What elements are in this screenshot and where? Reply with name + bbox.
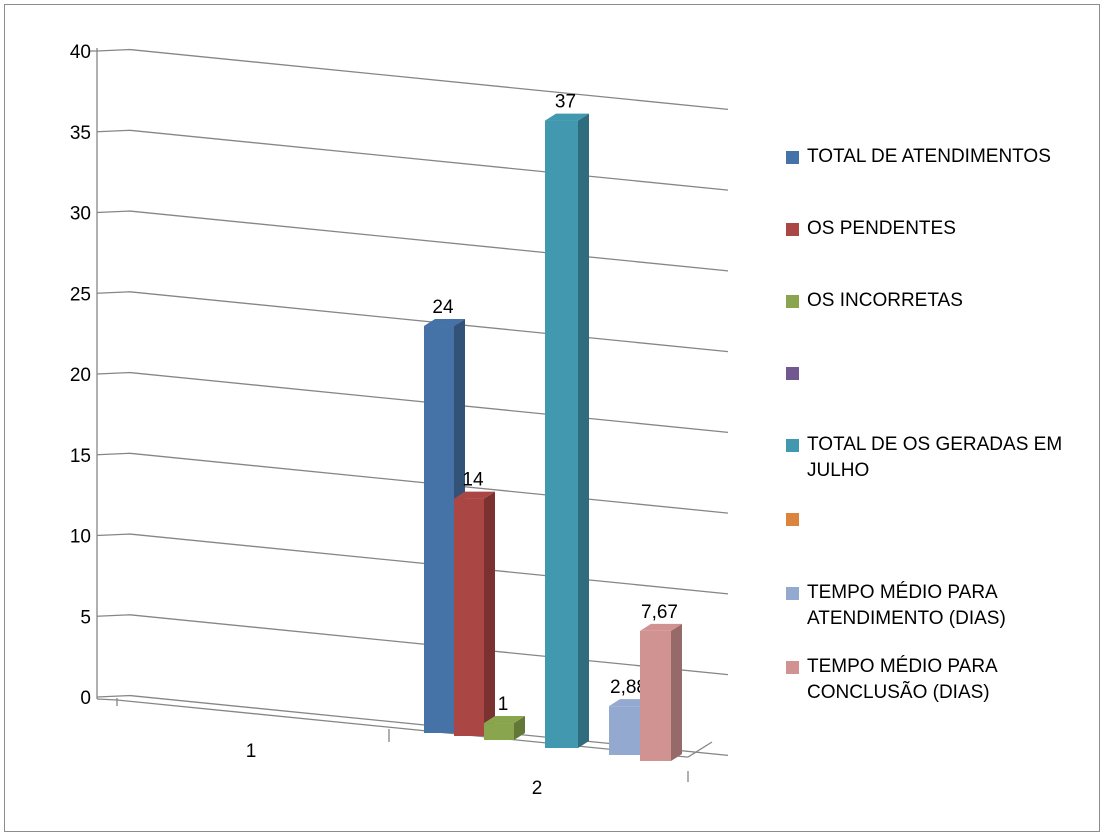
legend-swatch bbox=[786, 151, 799, 164]
x-tick-label: 2 bbox=[532, 778, 543, 799]
bar-front bbox=[484, 723, 514, 740]
bar-side bbox=[671, 623, 682, 761]
legend-label: TOTAL DE ATENDIMENTOS bbox=[807, 146, 1051, 167]
grid-diagonal bbox=[96, 210, 131, 214]
bar-top bbox=[640, 623, 682, 631]
gridline bbox=[129, 291, 729, 353]
grid-diagonal bbox=[96, 694, 131, 698]
legend-item bbox=[786, 360, 1097, 380]
legend-swatch bbox=[786, 661, 799, 674]
floor-right-edge bbox=[687, 741, 713, 758]
bar-front bbox=[640, 630, 671, 761]
data-label: 2,88 bbox=[610, 677, 647, 698]
bar-front bbox=[454, 498, 484, 736]
legend-swatch bbox=[786, 367, 799, 380]
bar-top bbox=[484, 716, 525, 724]
grid-diagonal bbox=[96, 614, 131, 617]
bar-side bbox=[514, 716, 525, 740]
legend-swatch bbox=[786, 439, 799, 452]
legend-label: TEMPO MÉDIO PARA ATENDIMENTO (DIAS) bbox=[807, 582, 1006, 629]
y-tick-label: 10 bbox=[70, 527, 91, 548]
data-label: 1 bbox=[498, 694, 509, 715]
bar-top bbox=[424, 319, 465, 327]
legend-label: TOTAL DE OS GERADAS EM JULHO bbox=[807, 434, 1063, 481]
gridline bbox=[129, 129, 729, 191]
y-tick-label: 5 bbox=[80, 607, 91, 628]
legend-swatch bbox=[786, 587, 799, 600]
x-axis bbox=[116, 699, 689, 758]
y-tick-label: 25 bbox=[70, 284, 91, 305]
gridline bbox=[129, 48, 729, 110]
grid-diagonal bbox=[96, 129, 131, 133]
legend-label: TEMPO MÉDIO PARA CONCLUSÃO (DIAS) bbox=[807, 656, 997, 703]
y-tick-label: 35 bbox=[70, 123, 91, 144]
data-label: 24 bbox=[432, 297, 454, 318]
y-tick-label: 0 bbox=[80, 688, 91, 709]
legend-swatch bbox=[786, 513, 799, 526]
x-tick-label: 1 bbox=[246, 741, 257, 762]
y-tick-label: 30 bbox=[70, 204, 91, 225]
data-label: 37 bbox=[555, 92, 576, 113]
floor-left-edge bbox=[96, 698, 118, 701]
bar-front bbox=[545, 120, 578, 748]
legend-item: OS INCORRETAS bbox=[786, 288, 1097, 314]
grid-diagonal bbox=[96, 533, 131, 537]
y-tick-label: 20 bbox=[70, 365, 91, 386]
legend-item: TEMPO MÉDIO PARA ATENDIMENTO (DIAS) bbox=[786, 580, 1097, 632]
grid-diagonal bbox=[96, 291, 131, 294]
legend-item: TOTAL DE ATENDIMENTOS bbox=[786, 144, 1097, 170]
data-label: 14 bbox=[462, 470, 484, 491]
legend-label: OS INCORRETAS bbox=[807, 290, 963, 311]
legend-label: OS PENDENTES bbox=[807, 218, 956, 239]
legend-swatch bbox=[786, 223, 799, 236]
gridline bbox=[129, 210, 729, 272]
bar-side bbox=[578, 113, 589, 748]
bar-top bbox=[545, 113, 589, 121]
y-tick-label: 40 bbox=[70, 42, 91, 63]
legend-item: TOTAL DE OS GERADAS EM JULHO bbox=[786, 432, 1097, 484]
y-tick-label: 15 bbox=[70, 446, 91, 467]
bar-side bbox=[484, 491, 495, 736]
bar-front bbox=[609, 706, 640, 755]
data-label: 7,67 bbox=[641, 602, 678, 623]
bar-top bbox=[454, 491, 495, 499]
grid-diagonal bbox=[96, 371, 131, 375]
legend-item: TEMPO MÉDIO PARA CONCLUSÃO (DIAS) bbox=[786, 654, 1097, 706]
grid-diagonal bbox=[96, 452, 131, 456]
legend-item: OS PENDENTES bbox=[786, 216, 1097, 242]
bar-front bbox=[424, 326, 454, 733]
grid-diagonal bbox=[96, 48, 131, 52]
legend-swatch bbox=[786, 295, 799, 308]
legend-item bbox=[786, 506, 1097, 526]
